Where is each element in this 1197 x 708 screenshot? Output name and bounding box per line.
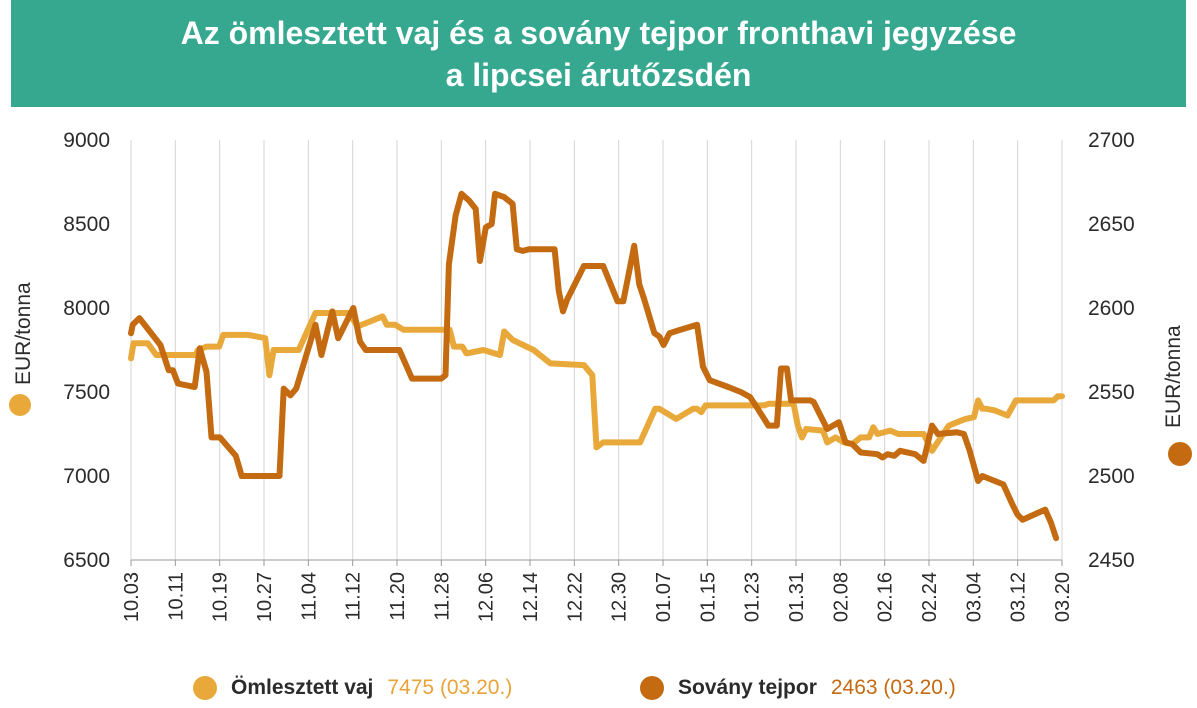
legend-item-butter: Ömlesztett vaj 7475 (03.20.) (193, 676, 512, 700)
right-axis-series-dot (1168, 442, 1192, 466)
legend-value-butter: 7475 (03.20.) (387, 676, 513, 699)
legend-item-smp: Sovány tejpor 2463 (03.20.) (640, 676, 956, 700)
chart-title-line1: Az ömlesztett vaj és a sovány tejpor fro… (180, 14, 1017, 51)
chart-legend: Ömlesztett vaj 7475 (03.20.) Sovány tejp… (0, 668, 1197, 708)
right-y-tick-label: 2600 (1088, 297, 1135, 320)
right-y-tick-label: 2550 (1088, 381, 1135, 404)
x-tick-label: 01.23 (742, 572, 764, 622)
legend-label-smp: Sovány tejpor (678, 676, 817, 699)
legend-dot-butter (193, 676, 217, 700)
axis-titles: EUR/tonna EUR/tonna (9, 282, 1192, 466)
series-lines (128, 190, 1065, 542)
chart-title: Az ömlesztett vaj és a sovány tejpor fro… (11, 0, 1186, 107)
left-y-tick-label: 9000 (63, 129, 110, 152)
series-line-smp (128, 190, 1060, 542)
x-tick-label: 02.16 (875, 572, 897, 622)
x-tick-label: 01.15 (697, 572, 719, 622)
x-tick-label: 12.06 (476, 572, 498, 622)
x-tick-label: 11.12 (343, 572, 365, 621)
x-tick-label: 12.30 (609, 572, 631, 622)
right-y-axis: 2450 2500 2550 2600 2650 2700 (1088, 129, 1135, 572)
left-y-tick-label: 8000 (63, 297, 110, 320)
x-tick-label: 11.04 (298, 572, 320, 621)
line-chart: 6500 7000 7500 8000 8500 9000 2450 2500 2550 260… (9, 129, 1192, 622)
x-tick-label: 03.12 (1008, 572, 1030, 622)
right-y-tick-label: 2500 (1088, 465, 1135, 488)
x-tick-label: 01.07 (653, 572, 675, 622)
x-tick-label: 12.14 (520, 572, 542, 622)
left-y-axis: 6500 7000 7500 8000 8500 9000 (63, 129, 110, 572)
x-tick-label: 02.08 (830, 572, 852, 622)
left-y-tick-label: 8500 (63, 213, 110, 236)
right-y-tick-label: 2450 (1088, 549, 1135, 572)
left-y-tick-label: 7500 (63, 381, 110, 404)
x-tick-label: 11.28 (431, 572, 453, 621)
right-y-tick-label: 2700 (1088, 129, 1135, 152)
x-tick-label: 12.22 (564, 572, 586, 622)
left-axis-title: EUR/tonna (12, 282, 35, 385)
x-tick-label: 02.24 (919, 572, 941, 622)
series-line-butter (128, 310, 1065, 454)
right-y-tick-label: 2650 (1088, 213, 1135, 236)
x-tick-label: 03.04 (963, 572, 985, 622)
legend-dot-smp (640, 676, 664, 700)
x-tick-label: 10.27 (254, 572, 276, 622)
x-axis: 10.03 10.11 10.19 10.27 11.04 11.12 11.20 11.28… (121, 559, 1074, 622)
x-tick-label: 10.11 (165, 572, 187, 621)
x-tick-label: 01.31 (786, 572, 808, 622)
x-tick-label: 03.20 (1052, 572, 1074, 622)
x-tick-label: 10.03 (121, 572, 143, 622)
x-tick-label: 11.20 (387, 572, 409, 621)
right-axis-title: EUR/tonna (1162, 325, 1185, 428)
left-axis-series-dot (9, 394, 31, 416)
chart-title-line2: a lipcsei árutőzsdén (445, 56, 752, 93)
x-tick-label: 10.19 (210, 572, 232, 622)
legend-value-smp: 2463 (03.20.) (830, 676, 956, 699)
left-y-tick-label: 7000 (63, 465, 110, 488)
legend-label-butter: Ömlesztett vaj (231, 676, 374, 699)
left-y-tick-label: 6500 (63, 549, 110, 572)
